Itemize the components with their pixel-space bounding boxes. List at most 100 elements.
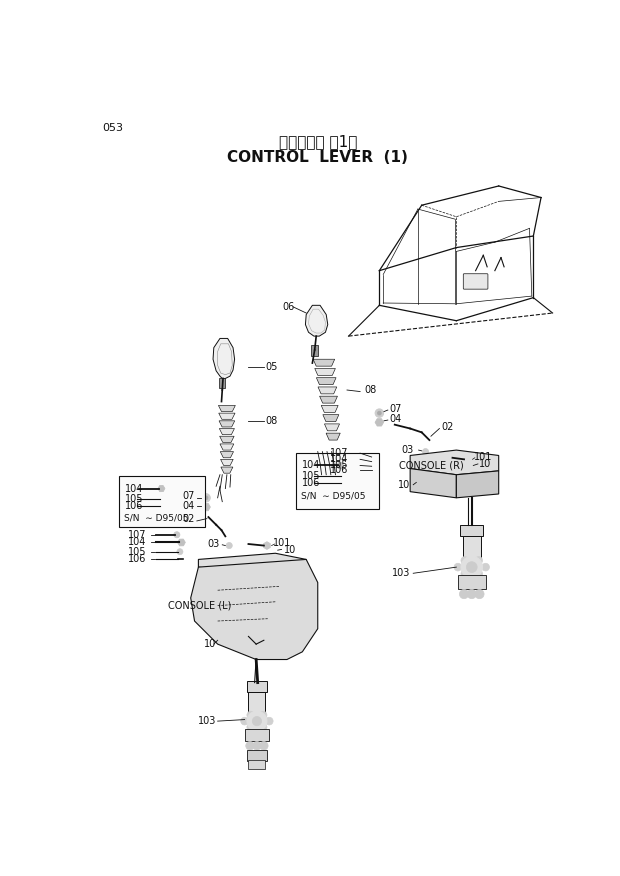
- Polygon shape: [313, 359, 335, 366]
- Text: 105: 105: [125, 494, 143, 505]
- Circle shape: [247, 724, 255, 731]
- Circle shape: [259, 724, 267, 731]
- Text: 106: 106: [125, 500, 143, 511]
- Polygon shape: [318, 387, 337, 394]
- Bar: [458, 575, 485, 589]
- Bar: [249, 759, 265, 769]
- Polygon shape: [198, 554, 306, 576]
- Polygon shape: [306, 306, 328, 336]
- Circle shape: [375, 409, 384, 417]
- Polygon shape: [326, 433, 340, 440]
- Polygon shape: [220, 444, 234, 450]
- Circle shape: [422, 449, 428, 455]
- Text: 103: 103: [198, 716, 216, 726]
- Text: 104: 104: [301, 461, 320, 470]
- Text: 03: 03: [402, 445, 414, 455]
- Bar: [245, 729, 269, 741]
- Circle shape: [241, 717, 249, 725]
- Circle shape: [461, 570, 469, 577]
- Text: 101: 101: [273, 538, 291, 548]
- Polygon shape: [221, 459, 233, 465]
- Text: 107: 107: [330, 449, 348, 458]
- Text: 053: 053: [102, 124, 123, 133]
- Circle shape: [461, 556, 469, 564]
- Circle shape: [482, 563, 489, 571]
- Bar: [463, 536, 481, 560]
- Text: 04: 04: [389, 414, 402, 424]
- Polygon shape: [219, 436, 234, 442]
- Text: 02: 02: [441, 422, 453, 432]
- Circle shape: [259, 711, 267, 719]
- Text: 06: 06: [282, 302, 294, 312]
- Text: 106: 106: [128, 555, 147, 564]
- Circle shape: [461, 556, 482, 578]
- Circle shape: [475, 570, 482, 577]
- Polygon shape: [220, 452, 234, 458]
- Circle shape: [467, 590, 476, 598]
- Polygon shape: [319, 396, 337, 403]
- Polygon shape: [321, 406, 338, 413]
- Circle shape: [252, 717, 262, 725]
- Text: 03: 03: [208, 539, 220, 549]
- Circle shape: [378, 411, 381, 415]
- Circle shape: [466, 562, 477, 573]
- Text: 05: 05: [265, 362, 278, 372]
- Bar: [296, 453, 379, 509]
- Text: 10: 10: [479, 459, 492, 469]
- Polygon shape: [316, 378, 336, 385]
- Text: 104: 104: [330, 455, 348, 464]
- Circle shape: [174, 532, 180, 538]
- Text: 107: 107: [128, 530, 147, 540]
- Circle shape: [246, 741, 254, 750]
- Bar: [247, 681, 267, 692]
- Circle shape: [454, 563, 462, 571]
- Text: S/N  ∼ D95/05: S/N ∼ D95/05: [124, 513, 188, 522]
- Text: 106: 106: [301, 478, 320, 488]
- Text: CONTROL  LEVER  (1): CONTROL LEVER (1): [228, 150, 408, 165]
- Circle shape: [247, 711, 267, 731]
- Circle shape: [202, 493, 210, 502]
- Polygon shape: [219, 413, 235, 420]
- Circle shape: [247, 711, 255, 719]
- Polygon shape: [213, 338, 234, 378]
- Text: 08: 08: [265, 416, 278, 426]
- Circle shape: [204, 496, 208, 499]
- Circle shape: [475, 556, 482, 564]
- Bar: [119, 477, 205, 527]
- Text: 104: 104: [125, 484, 143, 493]
- Circle shape: [260, 741, 268, 750]
- Circle shape: [253, 741, 261, 750]
- Polygon shape: [410, 450, 498, 475]
- Polygon shape: [315, 369, 335, 376]
- Bar: [460, 525, 484, 536]
- Circle shape: [177, 548, 183, 555]
- Text: 104: 104: [128, 538, 147, 548]
- Text: 106: 106: [330, 465, 348, 475]
- Text: 101: 101: [474, 452, 492, 462]
- Text: 操作レバー （1）: 操作レバー （1）: [278, 135, 357, 150]
- Polygon shape: [456, 471, 498, 498]
- Polygon shape: [221, 467, 233, 473]
- Text: 105: 105: [330, 461, 348, 470]
- FancyBboxPatch shape: [463, 273, 488, 289]
- Circle shape: [475, 590, 484, 598]
- Circle shape: [265, 717, 273, 725]
- Text: 105: 105: [301, 471, 320, 481]
- Text: CONSOLE (L): CONSOLE (L): [167, 601, 231, 611]
- Text: S/N  ∼ D95/05: S/N ∼ D95/05: [301, 491, 365, 501]
- Circle shape: [226, 542, 232, 548]
- Text: CONSOLE (R): CONSOLE (R): [399, 461, 463, 470]
- Polygon shape: [324, 424, 340, 431]
- Text: 08: 08: [364, 385, 376, 395]
- Text: 07: 07: [182, 491, 195, 501]
- Polygon shape: [323, 414, 339, 421]
- Circle shape: [459, 590, 469, 598]
- Text: 04: 04: [182, 500, 195, 511]
- Text: 103: 103: [392, 569, 410, 578]
- Text: 07: 07: [389, 404, 402, 414]
- Text: 10: 10: [398, 480, 410, 490]
- Polygon shape: [218, 406, 236, 412]
- Text: 10: 10: [284, 545, 296, 555]
- Polygon shape: [191, 560, 317, 660]
- Text: 105: 105: [128, 547, 147, 557]
